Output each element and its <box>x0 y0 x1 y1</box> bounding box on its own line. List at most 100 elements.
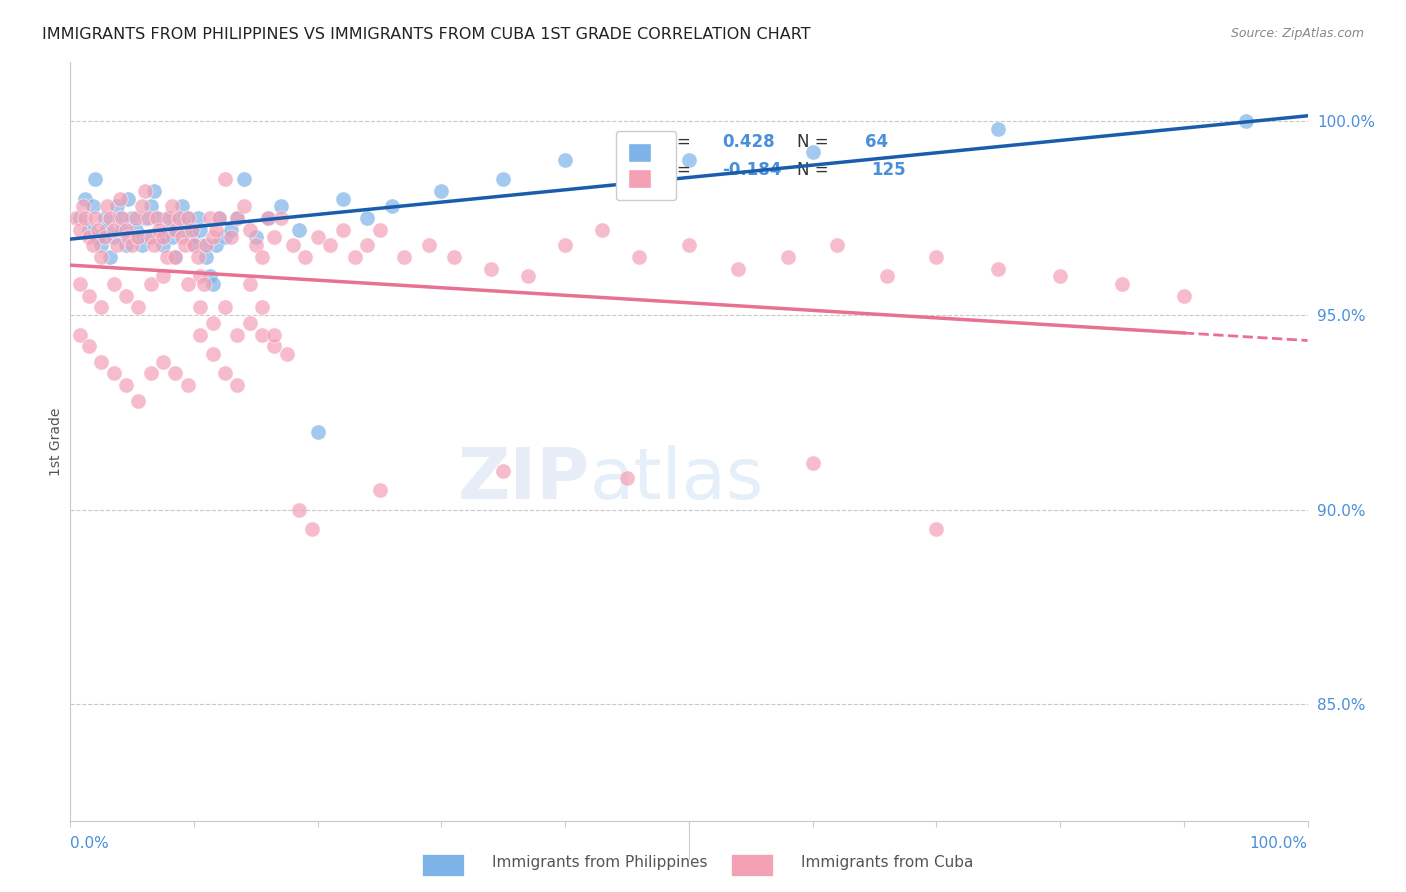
Point <box>187 211 209 225</box>
Point <box>121 211 143 225</box>
Point <box>219 230 242 244</box>
Point <box>84 172 107 186</box>
Point <box>108 211 131 225</box>
Point <box>554 238 576 252</box>
Text: 0.0%: 0.0% <box>70 836 110 851</box>
Point <box>86 230 108 244</box>
Point <box>165 222 187 236</box>
Point <box>394 250 416 264</box>
Point <box>125 222 148 236</box>
Point <box>368 222 391 236</box>
Point <box>205 238 228 252</box>
Point <box>801 456 824 470</box>
Point <box>1234 113 1257 128</box>
Point <box>1173 289 1195 303</box>
Point <box>301 522 323 536</box>
Point <box>239 316 262 330</box>
Point <box>591 222 613 236</box>
Text: N =: N = <box>797 161 834 179</box>
Point <box>801 145 824 159</box>
Point <box>103 277 125 291</box>
Point <box>492 172 515 186</box>
Text: Immigrants from Cuba: Immigrants from Cuba <box>801 855 974 870</box>
Point <box>381 199 404 213</box>
Point <box>152 355 174 369</box>
Point <box>214 301 236 315</box>
Point <box>152 269 174 284</box>
Point <box>127 393 149 408</box>
Point <box>226 327 249 342</box>
Point <box>162 230 184 244</box>
Point <box>214 230 236 244</box>
Point <box>136 230 159 244</box>
Point <box>177 277 200 291</box>
Point <box>356 211 378 225</box>
Text: Immigrants from Philippines: Immigrants from Philippines <box>492 855 707 870</box>
Point <box>343 250 366 264</box>
Point <box>139 230 162 244</box>
Point <box>139 199 162 213</box>
Point <box>226 378 249 392</box>
Point <box>167 211 190 225</box>
Point <box>727 261 749 276</box>
Point <box>143 184 166 198</box>
Point <box>69 327 91 342</box>
Point <box>517 269 540 284</box>
Point <box>77 339 100 353</box>
Point <box>554 153 576 167</box>
Text: IMMIGRANTS FROM PHILIPPINES VS IMMIGRANTS FROM CUBA 1ST GRADE CORRELATION CHART: IMMIGRANTS FROM PHILIPPINES VS IMMIGRANT… <box>42 27 811 42</box>
Point <box>214 367 236 381</box>
Point <box>115 222 138 236</box>
Point <box>195 250 218 264</box>
Point <box>177 211 200 225</box>
Point <box>187 250 209 264</box>
Point <box>65 211 87 225</box>
Point <box>69 222 91 236</box>
Point <box>263 327 285 342</box>
Point <box>180 230 202 244</box>
Point <box>86 222 108 236</box>
Point <box>131 238 153 252</box>
Point <box>111 211 134 225</box>
Point <box>307 425 329 439</box>
Y-axis label: 1st Grade: 1st Grade <box>49 408 63 475</box>
Point <box>167 211 190 225</box>
Point <box>125 211 148 225</box>
Point <box>82 199 104 213</box>
Point <box>105 238 128 252</box>
Point <box>131 199 153 213</box>
Point <box>226 211 249 225</box>
Point <box>263 230 285 244</box>
Point <box>245 238 267 252</box>
Point <box>288 222 311 236</box>
Point <box>103 367 125 381</box>
Point <box>616 471 638 485</box>
Point <box>173 222 195 236</box>
Point <box>188 327 211 342</box>
Point <box>288 502 311 516</box>
Point <box>263 339 285 353</box>
Point <box>94 211 117 225</box>
Point <box>232 172 254 186</box>
Point <box>205 222 228 236</box>
Text: ZIP: ZIP <box>458 445 591 514</box>
Point <box>174 238 197 252</box>
Text: -0.184: -0.184 <box>723 161 782 179</box>
Point <box>188 301 211 315</box>
Point <box>115 238 138 252</box>
Point <box>628 250 651 264</box>
Legend: , : , <box>616 131 676 200</box>
Point <box>332 222 354 236</box>
Point <box>134 184 156 198</box>
Point <box>98 250 121 264</box>
Point <box>180 222 202 236</box>
Point <box>201 230 224 244</box>
Point <box>170 199 193 213</box>
Point <box>270 211 292 225</box>
Point <box>157 222 180 236</box>
Point <box>143 238 166 252</box>
Point <box>208 211 231 225</box>
Point <box>77 230 100 244</box>
Point <box>876 269 898 284</box>
Point <box>332 192 354 206</box>
